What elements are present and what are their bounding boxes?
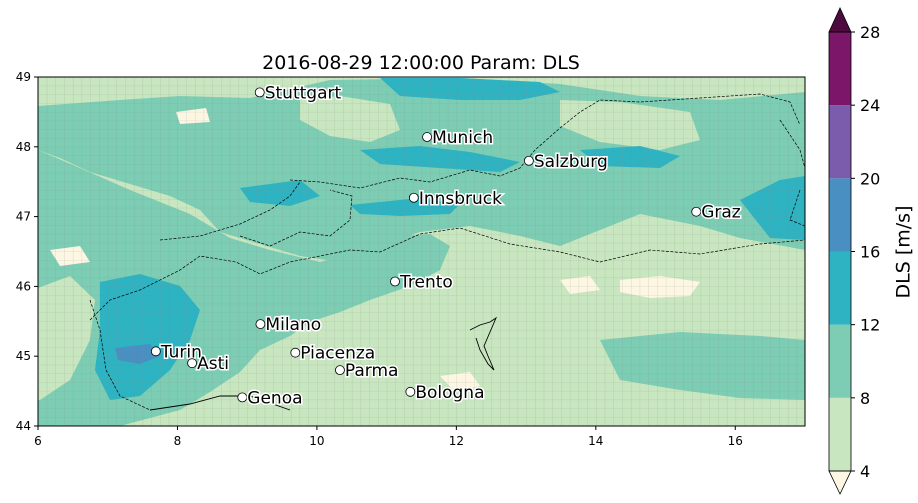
colorbar: 4 8 12 16 20 24 28 DLS [m/s]: [828, 7, 915, 495]
x-tick-label: 12: [449, 434, 464, 448]
colorbar-tick-label: 28: [860, 23, 880, 42]
city-marker: [408, 192, 419, 203]
colorbar-tick-label: 16: [860, 243, 880, 262]
city-label: Bologna: [415, 383, 484, 403]
border-east: [779, 119, 805, 227]
colorbar-band: [829, 397, 851, 471]
x-tick-label: 10: [309, 434, 324, 448]
city-marker: [237, 392, 248, 403]
city-label: Parma: [345, 361, 399, 381]
city-label: Stuttgart: [265, 83, 342, 103]
city-marker: [254, 87, 265, 98]
city-label: Salzburg: [534, 152, 608, 172]
colorbar-bands: [829, 32, 851, 471]
y-tick-label: 44: [16, 419, 31, 433]
border-de-at: [289, 93, 801, 189]
city-marker: [422, 132, 432, 142]
city-label: Asti: [197, 354, 229, 374]
coastlines: [149, 316, 498, 411]
colorbar-band: [829, 324, 851, 398]
y-tick-label: 46: [16, 279, 31, 293]
map-frame: [37, 76, 806, 427]
city-marker: [187, 358, 197, 369]
y-tick-label: 48: [16, 140, 31, 154]
x-tick-label: 8: [174, 434, 182, 448]
colorbar-tick-label: 4: [860, 462, 870, 481]
x-axis: 6 8 10 12 14 16: [34, 426, 743, 448]
y-tick-label: 47: [16, 210, 31, 224]
city-marker: [290, 347, 301, 358]
y-tick-label: 45: [16, 349, 31, 363]
city-markers: Stuttgart Munich Salzburg Innsbruck Graz Tren…: [150, 82, 742, 410]
border-it-north: [89, 227, 805, 321]
city-label: Graz: [701, 203, 741, 223]
y-tick-label: 49: [16, 70, 31, 84]
x-tick-label: 16: [728, 434, 743, 448]
model-grid: [38, 77, 805, 426]
colorbar-band: [829, 105, 851, 179]
colorbar-label: DLS [m/s]: [893, 206, 915, 299]
city-marker: [691, 206, 702, 217]
chart-title: 2016-08-29 12:00:00 Param: DLS: [262, 52, 580, 74]
city-label: Genoa: [247, 388, 302, 408]
city-marker: [405, 386, 416, 397]
colorbar-tick-label: 20: [860, 169, 880, 188]
city-marker: [390, 276, 400, 287]
city-label: Turin: [160, 342, 202, 362]
coast-ligurian: [149, 395, 291, 411]
colorbar-ticks: 4 8 12 16 20 24 28: [851, 23, 880, 481]
colorbar-extend-high: [828, 7, 852, 33]
city-label: Innsbruck: [419, 189, 502, 209]
city-marker: [255, 319, 266, 329]
city-marker: [523, 155, 534, 166]
colorbar-tick-label: 12: [860, 316, 880, 335]
colorbar-tick-label: 24: [860, 96, 880, 115]
city-label: Piacenza: [300, 344, 375, 364]
colorbar-tick-label: 8: [860, 389, 870, 408]
colorbar-band: [829, 32, 851, 106]
city-label: Milano: [265, 315, 321, 335]
border-fr-it: [89, 299, 151, 411]
map-area: [38, 77, 805, 426]
y-axis: 44 45 46 47 48 49: [16, 70, 38, 433]
city-label: Munich: [432, 128, 493, 148]
coast-adriatic: [469, 316, 498, 371]
border-ch: [159, 181, 353, 247]
x-tick-label: 14: [588, 434, 603, 448]
colorbar-band: [829, 251, 851, 325]
country-borders: [89, 93, 805, 411]
colorbar-extend-low: [828, 470, 852, 495]
x-tick-label: 6: [34, 434, 42, 448]
city-marker: [150, 346, 161, 357]
city-label: Trento: [399, 273, 453, 293]
city-marker: [335, 365, 345, 376]
colorbar-band: [829, 178, 851, 252]
